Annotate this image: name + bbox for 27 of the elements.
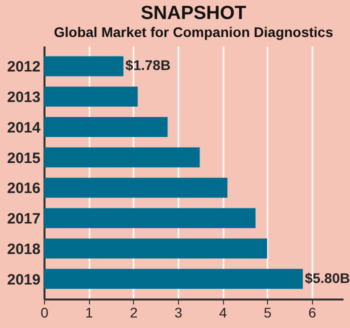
data-label: $5.80B — [304, 270, 350, 286]
bar — [44, 116, 168, 137]
chart-title: SNAPSHOT — [140, 3, 247, 24]
x-tick-label: 4 — [219, 304, 228, 320]
x-tick-label: 3 — [174, 304, 182, 320]
bar — [44, 268, 303, 289]
y-tick-label: 2012 — [7, 58, 40, 76]
y-tick-label: 2018 — [7, 240, 40, 258]
bar — [44, 147, 200, 168]
x-tick-label: 6 — [308, 304, 316, 320]
bar — [44, 208, 256, 228]
bar — [44, 56, 124, 76]
x-tick-label: 2 — [130, 304, 138, 320]
y-tick-label: 2014 — [7, 119, 42, 136]
y-tick-label: 2016 — [7, 180, 40, 198]
bar — [44, 86, 138, 107]
y-tick-label: 2019 — [7, 271, 40, 288]
x-tick-label: 1 — [85, 304, 94, 320]
bar — [44, 238, 268, 258]
chart-subtitle: Global Market for Companion Diagnostics — [54, 24, 334, 40]
x-tick-label: 5 — [264, 304, 272, 320]
y-tick-label: 2015 — [7, 150, 40, 167]
data-label: $1.78B — [125, 57, 171, 74]
x-tick-label: 0 — [40, 304, 49, 320]
y-tick-label: 2013 — [7, 89, 40, 106]
y-tick-label: 2017 — [7, 210, 40, 228]
bar — [44, 178, 228, 198]
